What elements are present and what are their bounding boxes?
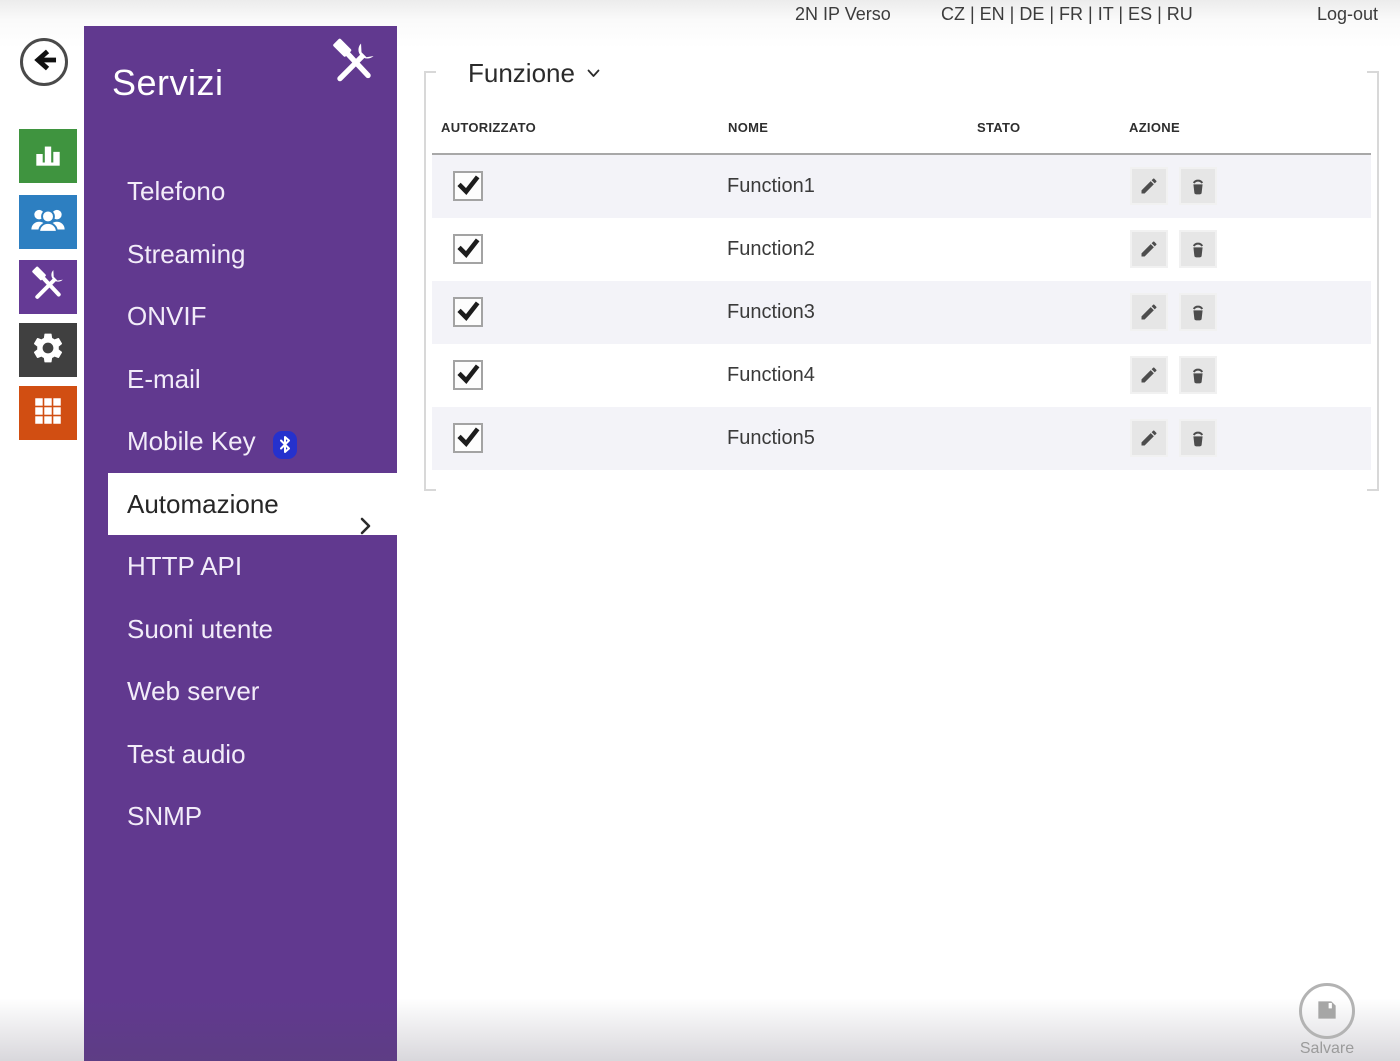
grid-icon: [31, 394, 65, 433]
delete-button[interactable]: [1179, 293, 1217, 331]
save-button[interactable]: [1299, 983, 1355, 1039]
sidebar-item-label: Test audio: [127, 738, 246, 769]
rail-tile-status[interactable]: [19, 129, 77, 183]
save-button-label: Salvare: [1299, 1040, 1355, 1057]
authorized-checkbox[interactable]: [453, 360, 483, 390]
tools-icon: [29, 266, 67, 309]
back-button[interactable]: [20, 38, 68, 86]
column-header-azione: AZIONE: [1129, 120, 1180, 135]
table-row: Function2: [432, 218, 1371, 281]
function-name: Function2: [727, 238, 815, 260]
logout-link[interactable]: Log-out: [1316, 4, 1378, 24]
sidebar-item-streaming[interactable]: Streaming: [84, 223, 397, 286]
sidebar-item-label: HTTP API: [127, 551, 243, 581]
sidebar-item-label: SNMP: [127, 801, 203, 831]
sidebar-item-label: Mobile Key: [127, 426, 256, 456]
panel-border-left: [424, 71, 436, 491]
column-header-stato: STATO: [977, 120, 1021, 135]
delete-button[interactable]: [1179, 356, 1217, 394]
floppy-disk-icon: [1314, 997, 1340, 1026]
chevron-down-icon: [575, 58, 600, 88]
sidebar-item-test-audio[interactable]: Test audio: [84, 723, 397, 786]
table-header-divider: [432, 153, 1371, 155]
rail-tile-services[interactable]: [19, 260, 77, 314]
sidebar-item-snmp[interactable]: SNMP: [84, 785, 397, 848]
panel-border-right: [1367, 71, 1379, 491]
edit-button[interactable]: [1130, 293, 1168, 331]
column-header-nome: NOME: [728, 120, 769, 135]
bluetooth-icon: [272, 430, 297, 459]
sidebar-item-label: Telefono: [127, 176, 226, 206]
device-name: 2N IP Verso: [795, 4, 891, 24]
chevron-right-icon: [360, 495, 371, 558]
function-name: Function3: [727, 301, 815, 323]
sidebar-item-label: ONVIF: [127, 301, 207, 331]
section-title-funzione[interactable]: Funzione: [468, 58, 600, 89]
delete-button[interactable]: [1179, 419, 1217, 457]
functions-table: AUTORIZZATO NOME STATO AZIONE Function1 …: [432, 118, 1371, 470]
sidebar-item-label: Streaming: [127, 238, 246, 269]
authorized-checkbox[interactable]: [453, 423, 483, 453]
table-row: Function4: [432, 344, 1371, 407]
users-icon: [29, 201, 67, 244]
authorized-checkbox[interactable]: [453, 297, 483, 327]
sidebar-item-mobile-key[interactable]: Mobile Key: [84, 410, 397, 473]
section-title-label: Funzione: [468, 58, 575, 88]
sidebar-item-label: E-mail: [127, 363, 201, 394]
sidebar-item-label: Web server: [127, 676, 260, 706]
gear-icon: [30, 330, 66, 371]
function-name: Function1: [727, 175, 815, 197]
sidebar-item-web-server[interactable]: Web server: [84, 660, 397, 723]
table-row: Function5: [432, 407, 1371, 470]
tools-icon: [329, 38, 379, 88]
sidebar-item-email[interactable]: E-mail: [84, 348, 397, 411]
services-sidebar: Servizi Telefono Streaming ONVIF E-mail …: [84, 26, 397, 1061]
delete-button[interactable]: [1179, 167, 1217, 205]
language-switcher[interactable]: CZ | EN | DE | FR | IT | ES | RU: [941, 4, 1193, 24]
rail-tile-directory[interactable]: [19, 195, 77, 249]
rail-tile-hardware[interactable]: [19, 323, 77, 377]
edit-button[interactable]: [1130, 419, 1168, 457]
rail-tile-system[interactable]: [19, 386, 77, 440]
authorized-checkbox[interactable]: [453, 234, 483, 264]
table-row: Function3: [432, 281, 1371, 344]
sidebar-menu: Telefono Streaming ONVIF E-mail Mobile K…: [84, 160, 397, 848]
sidebar-item-onvif[interactable]: ONVIF: [84, 285, 397, 348]
function-name: Function4: [727, 364, 815, 386]
edit-button[interactable]: [1130, 167, 1168, 205]
edit-button[interactable]: [1130, 230, 1168, 268]
arrow-left-icon: [30, 46, 58, 79]
bar-chart-icon: [31, 137, 65, 176]
sidebar-item-label: Suoni utente: [127, 613, 274, 644]
table-row: Function1: [432, 155, 1371, 218]
edit-button[interactable]: [1130, 356, 1168, 394]
sidebar-item-http-api[interactable]: HTTP API: [84, 535, 397, 598]
sidebar-item-automazione[interactable]: Automazione: [108, 472, 397, 535]
sidebar-item-label: Automazione: [127, 488, 279, 519]
authorized-checkbox[interactable]: [453, 171, 483, 201]
delete-button[interactable]: [1179, 230, 1217, 268]
sidebar-title: Servizi: [112, 62, 224, 103]
function-name: Function5: [727, 427, 815, 449]
column-header-autorizzato: AUTORIZZATO: [441, 120, 537, 135]
sidebar-item-telefono[interactable]: Telefono: [84, 160, 397, 223]
sidebar-item-suoni-utente[interactable]: Suoni utente: [84, 598, 397, 661]
